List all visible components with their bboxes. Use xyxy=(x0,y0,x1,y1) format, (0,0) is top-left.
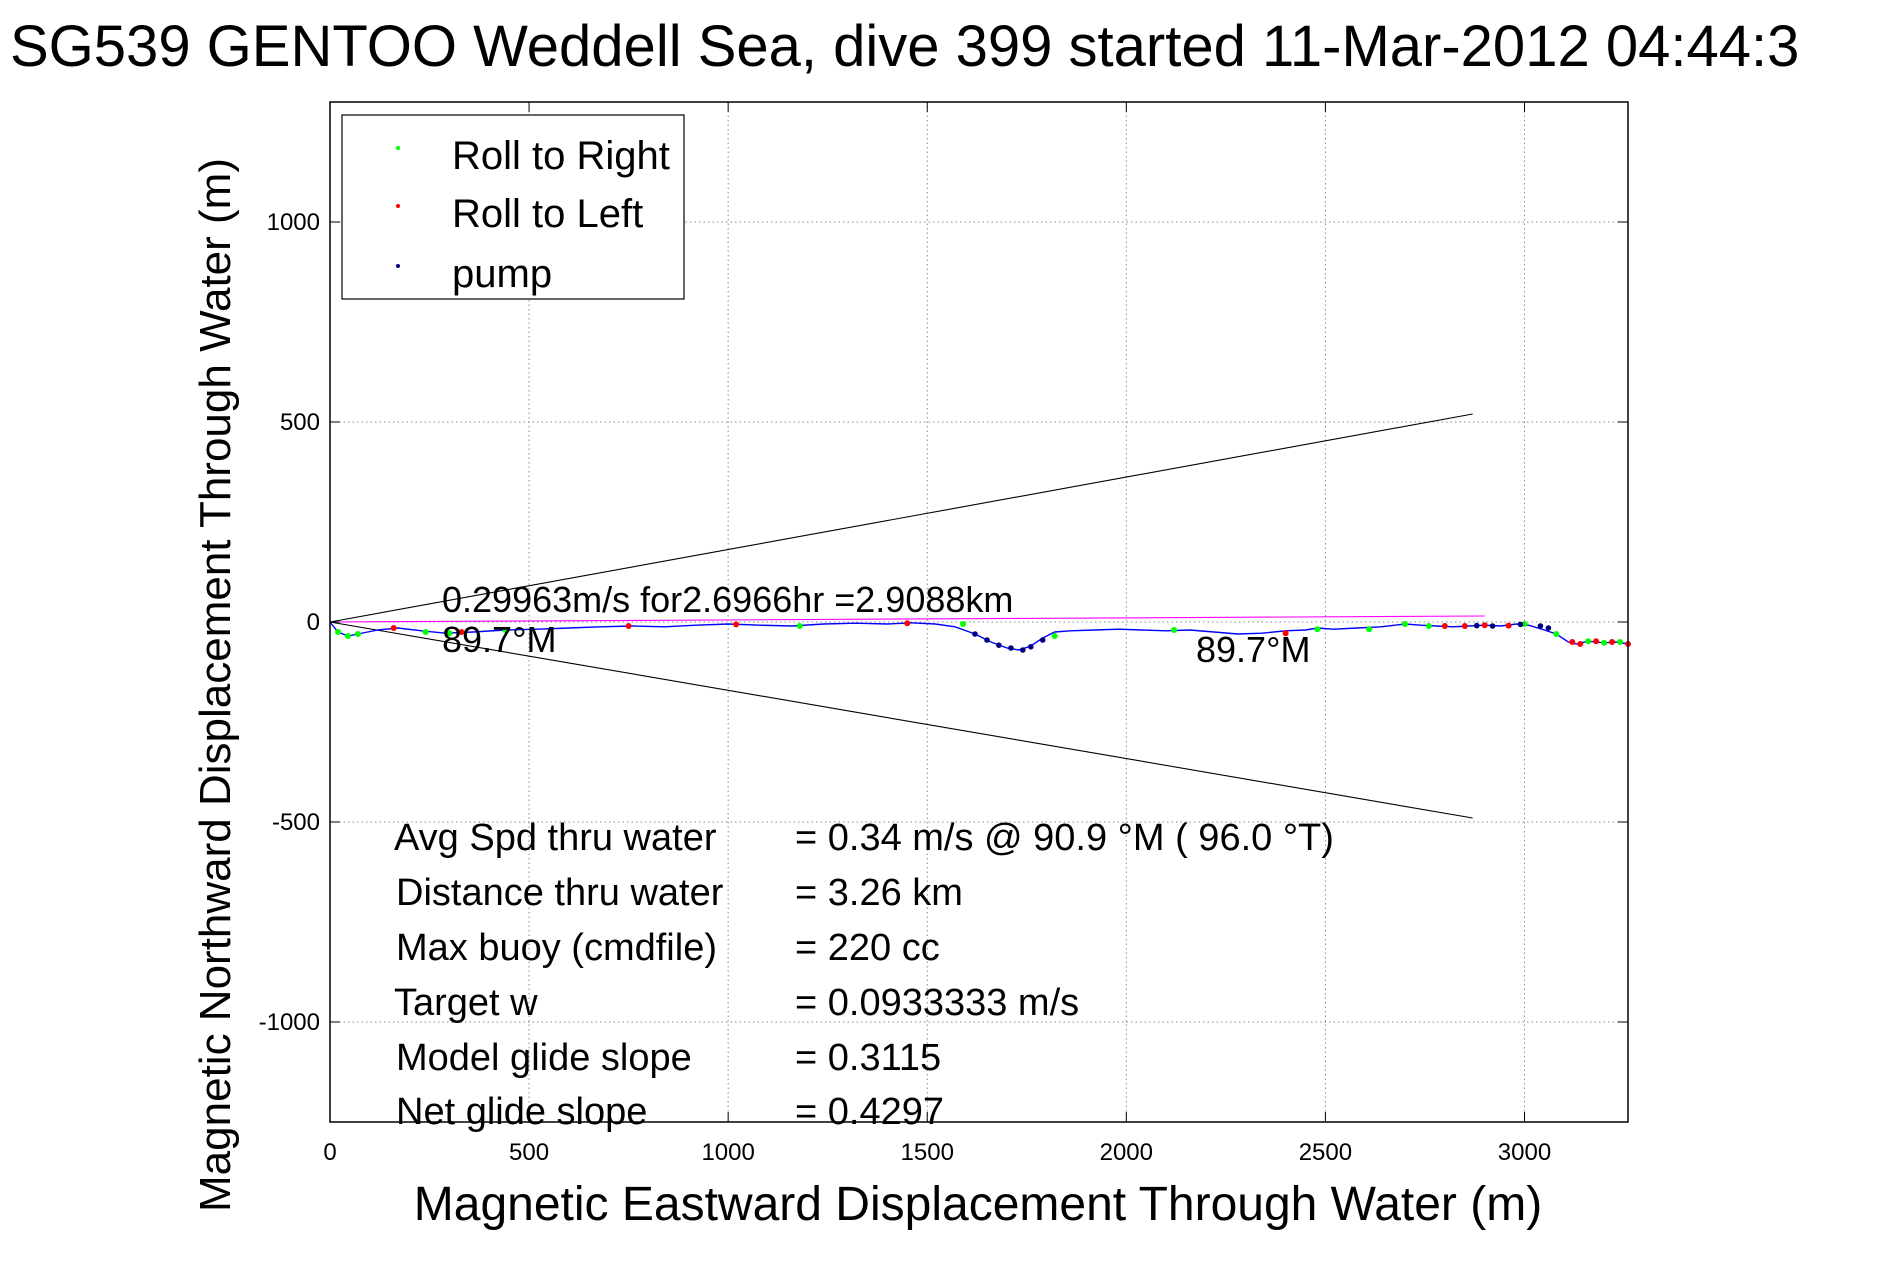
marker-layer xyxy=(335,620,1631,653)
roll-right-points-12 xyxy=(1402,621,1408,627)
series-cone-lower xyxy=(329,621,1473,819)
x-tick-label-4: 2000 xyxy=(1100,1139,1153,1166)
roll-right-points-13 xyxy=(1425,623,1432,629)
heading-cone xyxy=(329,413,1473,819)
roll-right-points-0 xyxy=(335,629,341,635)
y-tick-label-2: 0 xyxy=(307,609,320,636)
pump-points-7 xyxy=(1473,622,1480,629)
roll-right-points-3 xyxy=(422,629,429,635)
roll-left-points-5 xyxy=(1282,630,1289,637)
pump-points-11 xyxy=(1545,625,1552,631)
roll-left-points-9 xyxy=(1505,622,1512,629)
x-tick-label-0: 0 xyxy=(323,1139,336,1166)
pump-points-6 xyxy=(1039,637,1046,643)
stat-value-max-buoy: = 220 cc xyxy=(795,927,940,969)
x-axis-label: Magnetic Eastward Displacement Through W… xyxy=(414,1178,1542,1231)
stat-value-distance: = 3.26 km xyxy=(795,872,963,914)
speed-annotation: 0.29963m/s for2.6966hr =2.9088km xyxy=(442,579,1013,620)
stat-label-max-buoy: Max buoy (cmdfile) xyxy=(396,927,717,969)
pump-points-8 xyxy=(1489,623,1496,629)
pump-points-4 xyxy=(1020,647,1026,653)
roll-right-points-10 xyxy=(1314,626,1321,633)
roll-right-points-11 xyxy=(1366,626,1373,633)
x-tick-label-6: 3000 xyxy=(1498,1139,1551,1166)
y-tick-label-0: -1000 xyxy=(259,1009,320,1036)
roll-left-points-10 xyxy=(1569,639,1576,645)
stat-value-target-w: = 0.0933333 m/s xyxy=(795,982,1079,1024)
x-tick-label-1: 500 xyxy=(509,1139,549,1166)
roll-left-points-8 xyxy=(1481,622,1488,629)
dive-stats: Avg Spd thru water = 0.34 m/s @ 90.9 °M … xyxy=(394,817,1334,1133)
stat-value-avg-speed: = 0.34 m/s @ 90.9 °M ( 96.0 °T) xyxy=(795,817,1334,859)
pump-points-10 xyxy=(1537,623,1544,629)
roll-right-points-1 xyxy=(344,633,351,639)
legend: Roll to Right Roll to Left pump xyxy=(341,114,685,300)
x-tick-label-3: 1500 xyxy=(901,1139,954,1166)
roll-left-points-13 xyxy=(1609,639,1616,645)
roll-left-points-11 xyxy=(1577,641,1584,647)
roll-right-points-15 xyxy=(1553,631,1560,637)
series-cone-upper xyxy=(329,413,1473,623)
pump-points-3 xyxy=(1008,645,1014,651)
grid-lines xyxy=(330,102,1628,1122)
roll-left-points-6 xyxy=(1441,623,1448,629)
plot-frame xyxy=(329,101,1629,1123)
roll-left-points-0 xyxy=(390,625,397,631)
y-axis-ticks: -1000 -500 0 500 1000 xyxy=(259,209,1628,1036)
stat-label-avg-speed: Avg Spd thru water xyxy=(394,817,717,859)
pump-points-0 xyxy=(972,631,978,637)
roll-right-points-17 xyxy=(1601,639,1608,646)
roll-left-points-7 xyxy=(1461,623,1468,629)
roll-left-points-4 xyxy=(904,620,911,627)
x-axis-ticks: 0 500 1000 1500 2000 2500 3000 xyxy=(323,102,1551,1166)
stat-label-net-glide: Net glide slope xyxy=(396,1091,647,1133)
legend-marker-pump xyxy=(396,264,400,268)
legend-label-pump: pump xyxy=(452,252,552,296)
y-tick-label-4: 1000 xyxy=(267,209,320,236)
stat-value-net-glide: = 0.4297 xyxy=(795,1091,944,1133)
legend-marker-roll-left xyxy=(396,204,400,208)
stat-label-model-glide: Model glide slope xyxy=(396,1037,692,1079)
stat-label-target-w: Target w xyxy=(394,982,538,1024)
heading-annotation-left: 89.7°M xyxy=(442,619,556,660)
legend-marker-roll-right xyxy=(396,146,400,150)
stat-value-model-glide: = 0.3115 xyxy=(795,1037,941,1079)
heading-annotation-right: 89.7°M xyxy=(1196,629,1310,670)
legend-label-roll-right: Roll to Right xyxy=(452,134,670,178)
roll-right-points-4 xyxy=(446,630,453,637)
roll-left-points-12 xyxy=(1593,638,1600,645)
legend-label-roll-left: Roll to Left xyxy=(452,192,643,236)
pump-points-2 xyxy=(996,642,1002,648)
roll-right-points-5 xyxy=(502,627,509,633)
roll-right-points-2 xyxy=(354,631,361,637)
series-heading-line xyxy=(329,615,1485,623)
pump-points-1 xyxy=(984,637,990,643)
roll-right-points-16 xyxy=(1585,638,1592,645)
roll-right-points-7 xyxy=(960,621,967,627)
roll-left-points-3 xyxy=(733,621,740,628)
pump-points-5 xyxy=(1028,644,1034,650)
roll-right-points-18 xyxy=(1617,639,1623,645)
roll-right-points-8 xyxy=(1051,633,1058,639)
chart-title: SG539 GENTOO Weddell Sea, dive 399 start… xyxy=(10,14,1799,79)
y-tick-label-1: -500 xyxy=(272,809,320,836)
pump-points-9 xyxy=(1517,621,1524,628)
roll-left-points-1 xyxy=(458,629,465,635)
roll-left-points-2 xyxy=(625,623,632,629)
x-tick-label-2: 1000 xyxy=(701,1139,754,1166)
y-tick-label-3: 500 xyxy=(280,409,320,436)
roll-right-points-9 xyxy=(1171,627,1178,633)
stat-label-distance: Distance thru water xyxy=(396,872,724,914)
roll-right-points-6 xyxy=(796,623,803,629)
y-axis-label: Magnetic Northward Displacement Through … xyxy=(191,158,240,1212)
x-tick-label-5: 2500 xyxy=(1299,1139,1352,1166)
